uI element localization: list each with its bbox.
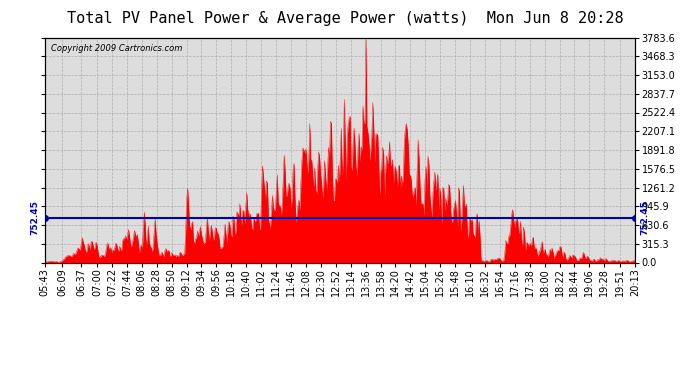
Text: 752.45: 752.45	[641, 200, 650, 235]
Text: Copyright 2009 Cartronics.com: Copyright 2009 Cartronics.com	[51, 44, 182, 53]
Text: Total PV Panel Power & Average Power (watts)  Mon Jun 8 20:28: Total PV Panel Power & Average Power (wa…	[67, 11, 623, 26]
Text: 752.45: 752.45	[30, 200, 39, 235]
